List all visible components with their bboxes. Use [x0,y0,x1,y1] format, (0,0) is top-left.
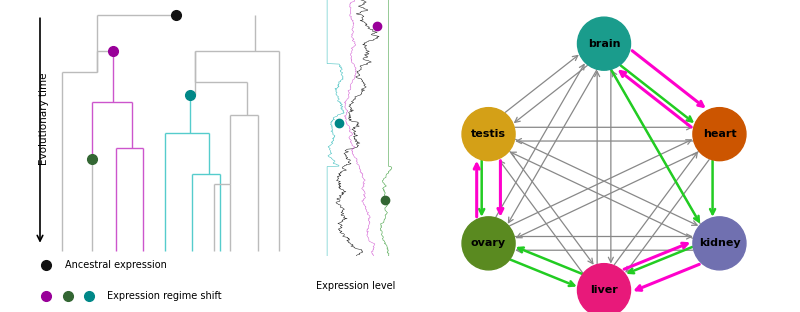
Circle shape [462,108,515,161]
Text: Ancestral expression: Ancestral expression [65,260,166,270]
Text: Expression level: Expression level [316,281,396,291]
Text: Evolutionary time: Evolutionary time [39,72,49,165]
Circle shape [578,264,630,312]
Text: brain: brain [588,39,620,49]
Text: testis: testis [471,129,506,139]
Circle shape [693,217,746,270]
Text: liver: liver [590,285,618,295]
Circle shape [578,17,630,70]
Circle shape [693,108,746,161]
Text: ovary: ovary [471,238,506,248]
Text: Expression regime shift: Expression regime shift [107,291,222,301]
Circle shape [462,217,515,270]
Text: heart: heart [702,129,736,139]
Text: kidney: kidney [698,238,740,248]
